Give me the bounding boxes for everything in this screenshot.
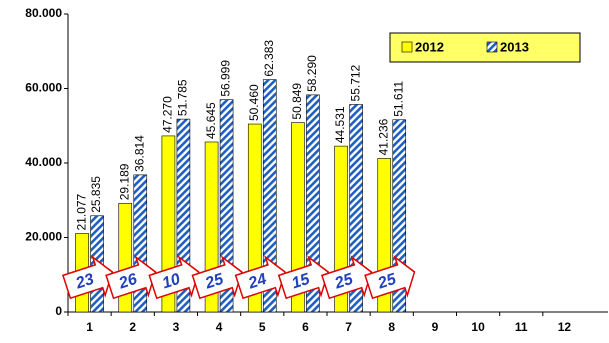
badge-label: 15 bbox=[290, 270, 313, 292]
badge-label: 25 bbox=[332, 270, 356, 292]
value-label: 51.611 bbox=[391, 81, 405, 117]
y-tick-label: 20.000 bbox=[25, 230, 62, 244]
value-label: 56.999 bbox=[219, 60, 233, 97]
x-tick-label: 6 bbox=[302, 320, 309, 334]
legend-swatch bbox=[401, 41, 413, 53]
value-label: 55.712 bbox=[348, 64, 362, 101]
x-tick-label: 3 bbox=[173, 320, 180, 334]
badge-label: 26 bbox=[116, 271, 139, 293]
value-label: 21.077 bbox=[74, 193, 88, 230]
x-tick-label: 10 bbox=[471, 320, 485, 334]
legend-label: 2012 bbox=[415, 39, 444, 54]
y-tick-label: 60.000 bbox=[25, 81, 62, 95]
value-label: 45.645 bbox=[204, 102, 218, 139]
x-tick-label: 12 bbox=[558, 320, 572, 334]
value-label: 41.236 bbox=[376, 118, 390, 155]
growth-badge: 26 bbox=[105, 255, 157, 300]
value-label: 58.290 bbox=[305, 55, 319, 92]
x-tick-label: 8 bbox=[388, 320, 395, 334]
bar bbox=[291, 122, 305, 313]
value-label: 36.814 bbox=[132, 135, 146, 172]
bar bbox=[262, 79, 277, 313]
value-label: 51.785 bbox=[176, 79, 190, 116]
x-tick-label: 2 bbox=[129, 320, 136, 334]
value-label: 47.270 bbox=[161, 96, 175, 133]
y-tick-label: 40.000 bbox=[25, 155, 62, 169]
x-tick-label: 11 bbox=[515, 320, 528, 334]
y-tick-label: 80.000 bbox=[25, 6, 62, 20]
value-label: 50.849 bbox=[290, 83, 304, 120]
badge-label: 10 bbox=[160, 271, 182, 293]
x-tick-label: 9 bbox=[432, 320, 439, 334]
y-tick-label: 0 bbox=[55, 304, 62, 318]
badge-label: 24 bbox=[246, 271, 269, 293]
growth-badge: 25 bbox=[191, 255, 243, 300]
legend-swatch bbox=[486, 41, 498, 53]
x-tick-label: 1 bbox=[86, 320, 93, 334]
x-tick-label: 5 bbox=[259, 320, 266, 334]
badge-arrow bbox=[364, 255, 416, 300]
value-label: 29.189 bbox=[117, 163, 131, 200]
badge-label: 23 bbox=[73, 271, 96, 293]
bar bbox=[247, 123, 262, 313]
value-label: 44.531 bbox=[333, 106, 347, 143]
value-label: 25.835 bbox=[89, 176, 103, 213]
value-label: 62.383 bbox=[262, 40, 276, 77]
badge-label: 25 bbox=[202, 270, 226, 292]
x-tick-label: 4 bbox=[216, 320, 223, 334]
legend-label: 2013 bbox=[500, 39, 529, 54]
legend-box bbox=[389, 32, 581, 63]
growth-badge: 25 bbox=[364, 255, 416, 300]
value-label: 50.460 bbox=[247, 84, 261, 121]
badge-label: 25 bbox=[375, 270, 399, 292]
x-tick-label: 7 bbox=[345, 320, 352, 334]
